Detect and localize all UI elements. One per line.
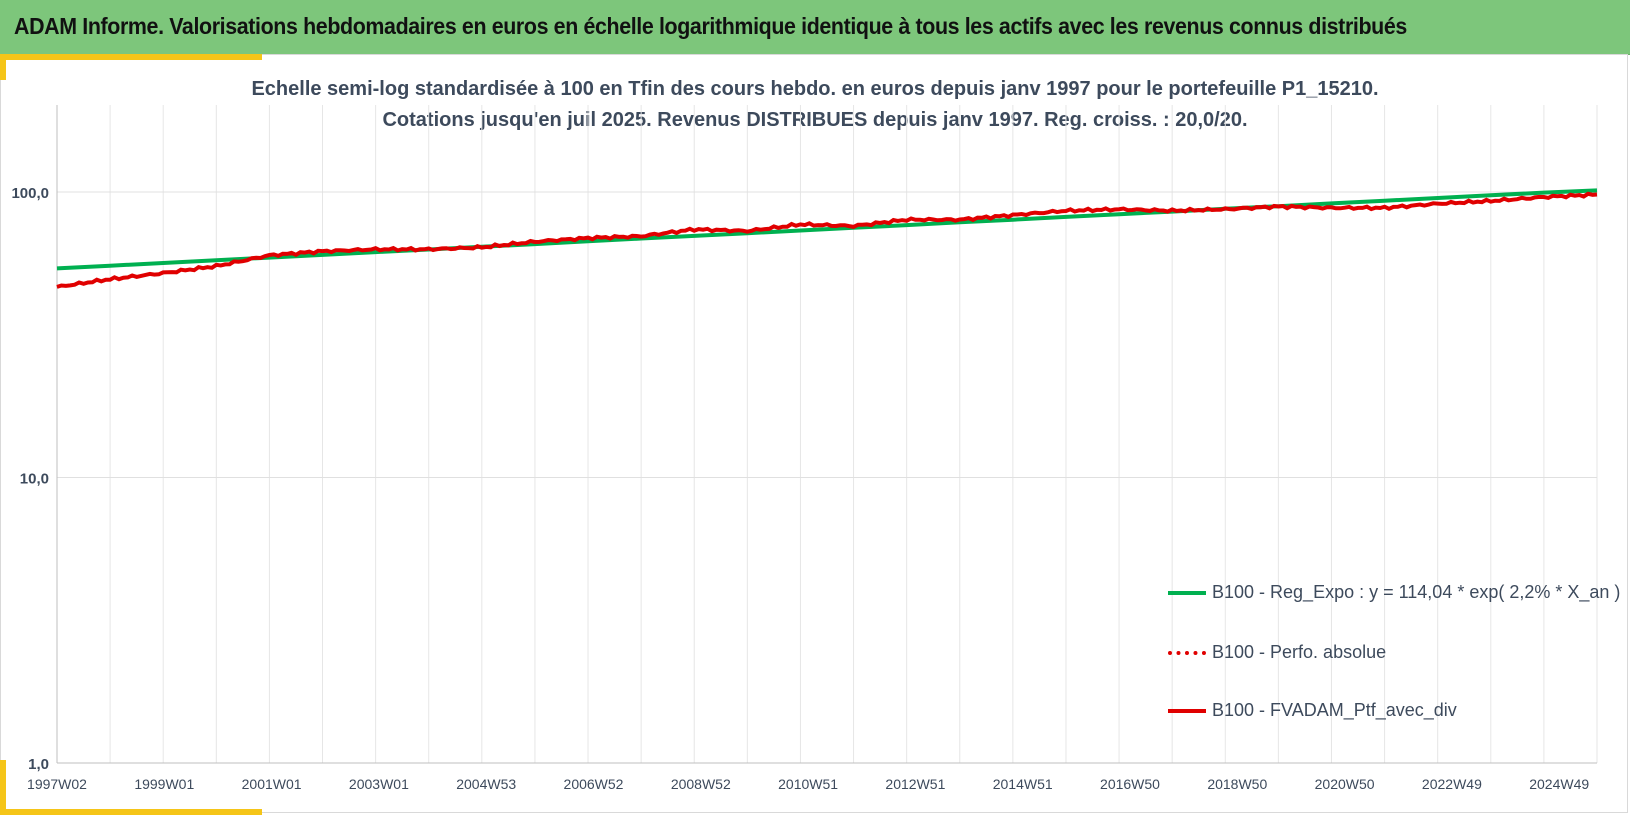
x-tick-label: 2022W49 [1422,776,1482,792]
legend-label-regression: B100 - Reg_Expo : y = 114,04 * exp( 2,2%… [1212,580,1620,604]
y-tick-label: 1,0 [28,756,49,773]
x-tick-label: 1999W01 [134,776,194,792]
legend-swatch-red-solid [1168,709,1206,713]
series-fvadam-line [57,194,1597,287]
x-tick-label: 2001W01 [242,776,302,792]
y-tick-label: 10,0 [20,471,49,488]
legend-swatch-red-dotted [1168,651,1206,655]
x-tick-label: 2012W51 [885,776,945,792]
legend-label-perfo-absolue: B100 - Perfo. absolue [1212,640,1386,664]
x-tick-label: 1997W02 [27,776,87,792]
x-tick-label: 2010W51 [778,776,838,792]
x-tick-label: 2016W50 [1100,776,1160,792]
x-tick-label: 2008W52 [671,776,731,792]
series-regression-line [57,190,1597,268]
y-tick-label: 100,0 [11,185,49,202]
x-tick-label: 2006W52 [564,776,624,792]
x-tick-label: 2024W49 [1529,776,1589,792]
x-tick-label: 2020W50 [1315,776,1375,792]
x-tick-label: 2003W01 [349,776,409,792]
legend-swatch-green-solid [1168,591,1206,595]
x-tick-label: 2004W53 [456,776,516,792]
x-tick-label: 2014W51 [993,776,1053,792]
legend-label-fvadam: B100 - FVADAM_Ptf_avec_div [1212,698,1457,722]
x-tick-label: 2018W50 [1207,776,1267,792]
